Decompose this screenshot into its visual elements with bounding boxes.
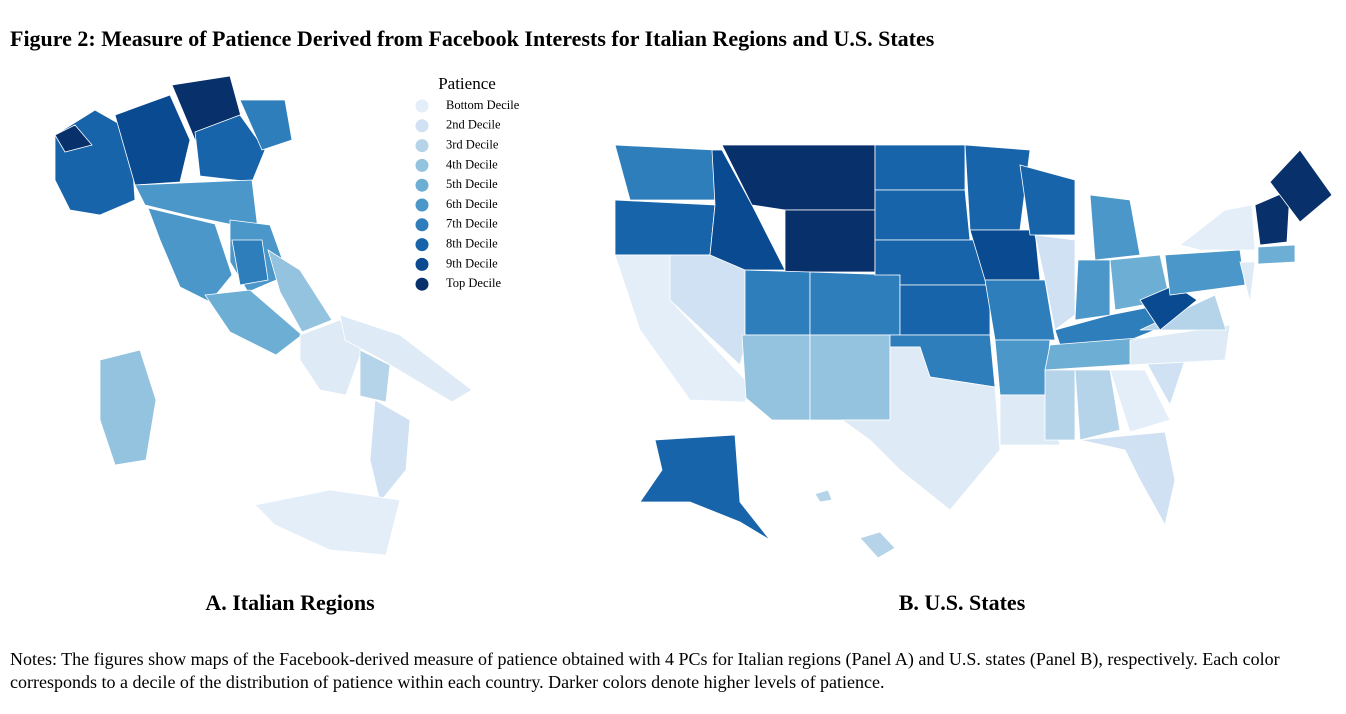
legend-label: 4th Decile [446, 157, 498, 171]
region [614, 199, 716, 256]
region [874, 189, 971, 241]
region [994, 339, 1051, 396]
legend-label: 2nd Decile [446, 118, 501, 132]
region [840, 346, 1001, 511]
region [874, 144, 966, 191]
legend-swatch [415, 257, 429, 271]
region [339, 314, 473, 403]
region [1179, 204, 1256, 251]
region [267, 249, 333, 333]
region [1139, 284, 1198, 331]
legend-label: 8th Decile [446, 236, 498, 250]
region [359, 349, 391, 403]
panel-label: A. Italian Regions [205, 590, 375, 615]
region [1109, 369, 1171, 433]
panel-label: B. U.S. States [898, 590, 1026, 615]
region [1074, 369, 1121, 441]
region [231, 239, 269, 286]
legend-swatch [415, 178, 429, 192]
region [741, 334, 811, 421]
region [1254, 189, 1291, 246]
region [1257, 244, 1296, 265]
region [194, 114, 266, 183]
region [114, 94, 191, 186]
region [99, 349, 157, 466]
legend-label: Bottom Decile [446, 98, 520, 112]
region [984, 279, 1056, 341]
region [809, 334, 891, 421]
region [709, 149, 786, 271]
legend-label: Top Decile [446, 276, 501, 290]
region [614, 144, 716, 201]
legend-swatch [415, 238, 429, 252]
region [859, 531, 896, 559]
region [1239, 261, 1256, 303]
region [899, 284, 991, 336]
legend-label: 7th Decile [446, 217, 498, 231]
region [1079, 431, 1176, 527]
maps: Patience Bottom Decile 2nd Decile 3rd Decil… [54, 74, 1333, 559]
region [254, 489, 401, 556]
region [1044, 369, 1076, 441]
region [204, 289, 303, 356]
notes: Notes: The figures show maps of the Face… [10, 649, 1280, 692]
region [1034, 234, 1076, 331]
legend-swatch [415, 198, 429, 212]
region [1019, 164, 1076, 236]
region [134, 179, 259, 231]
region [369, 399, 411, 503]
legend-label: 5th Decile [446, 177, 498, 191]
legend-swatch [415, 139, 429, 153]
region [964, 144, 1031, 231]
legend-swatch [415, 277, 429, 291]
region [1074, 259, 1111, 321]
region [1089, 194, 1141, 261]
region [1164, 249, 1246, 296]
legend-label: 6th Decile [446, 197, 498, 211]
figure-title: Figure 2: Measure of Patience Derived fr… [10, 26, 935, 51]
region [744, 269, 811, 336]
region [54, 124, 93, 153]
legend-swatch [415, 119, 429, 133]
legend-swatch [415, 99, 429, 113]
region [639, 434, 771, 541]
region [814, 489, 833, 503]
region [809, 271, 901, 336]
legend-label: 9th Decile [446, 256, 498, 270]
region [1269, 149, 1333, 223]
legend-title: Patience [438, 74, 496, 93]
legend-swatch [415, 158, 429, 172]
region [784, 209, 876, 273]
region [239, 99, 293, 151]
legend-label: 3rd Decile [446, 137, 499, 151]
legend-swatch [415, 218, 429, 232]
